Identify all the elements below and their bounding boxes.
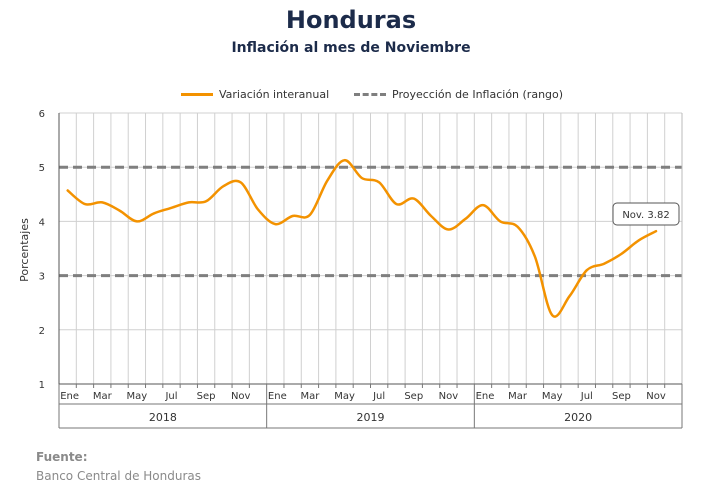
y-axis-label: Porcentajes: [18, 218, 31, 282]
x-tick-label: May: [334, 391, 355, 402]
year-label: 2020: [564, 411, 592, 424]
y-tick-label: 3: [39, 272, 45, 283]
x-tick-label: Nov: [646, 391, 666, 402]
projection-band-layer: [59, 165, 682, 278]
x-tick-label: Mar: [508, 391, 528, 402]
legend-swatch-series: [181, 93, 213, 96]
x-tick-label: Ene: [268, 391, 287, 402]
chart-title: Honduras: [285, 6, 417, 34]
x-tick-label: Mar: [93, 391, 113, 402]
y-tick-label: 4: [39, 217, 45, 228]
legend-label-band: Proyección de Inflación (rango): [392, 88, 564, 101]
x-tick-label: Jul: [372, 391, 385, 402]
axis-layer: 1 2 3 4 5 6 Ene Mar May Jul Sep Nov Ene Mar May Jul Sep N…: [39, 109, 683, 429]
x-tick-label: Nov: [439, 391, 459, 402]
y-tick-label: 5: [39, 163, 45, 174]
chart-legend: Variación interanual Proyección de Infla…: [0, 88, 702, 104]
x-tick-label: Jul: [580, 391, 593, 402]
x-tick-label: May: [542, 391, 563, 402]
legend-swatch-band: [354, 93, 386, 96]
x-tick-label: Nov: [231, 391, 251, 402]
series-line: [66, 158, 658, 318]
year-label: 2018: [149, 411, 177, 424]
chart-subtitle: Inflación al mes de Noviembre: [231, 40, 471, 56]
x-tick-label: Sep: [197, 391, 216, 402]
x-tick-label: Ene: [60, 391, 79, 402]
x-tick-label: Ene: [476, 391, 495, 402]
year-label: 2019: [357, 411, 385, 424]
legend-item-series: Variación interanual: [181, 88, 329, 101]
line-chart: 1 2 3 4 5 6 Ene Mar May Jul Sep Nov Ene Mar May Jul Sep N…: [18, 109, 683, 429]
callout-label: Nov. 3.82: [622, 210, 669, 221]
x-tick-label: May: [127, 391, 148, 402]
y-tick-label: 2: [39, 326, 45, 337]
legend-item-band: Proyección de Inflación (rango): [354, 88, 563, 101]
source-label: Fuente:: [36, 450, 88, 464]
x-tick-label: Sep: [612, 391, 631, 402]
grid-layer: [59, 112, 682, 385]
callout-box: [612, 202, 680, 226]
x-tick-label: Jul: [164, 391, 177, 402]
legend-label-series: Variación interanual: [219, 88, 330, 101]
value-callout: Nov. 3.82: [612, 202, 680, 226]
x-tick-label: Sep: [404, 391, 423, 402]
source-value: Banco Central de Honduras: [36, 469, 201, 483]
y-tick-label: 1: [39, 380, 45, 391]
x-tick-label: Mar: [300, 391, 320, 402]
y-tick-label: 6: [39, 109, 45, 120]
